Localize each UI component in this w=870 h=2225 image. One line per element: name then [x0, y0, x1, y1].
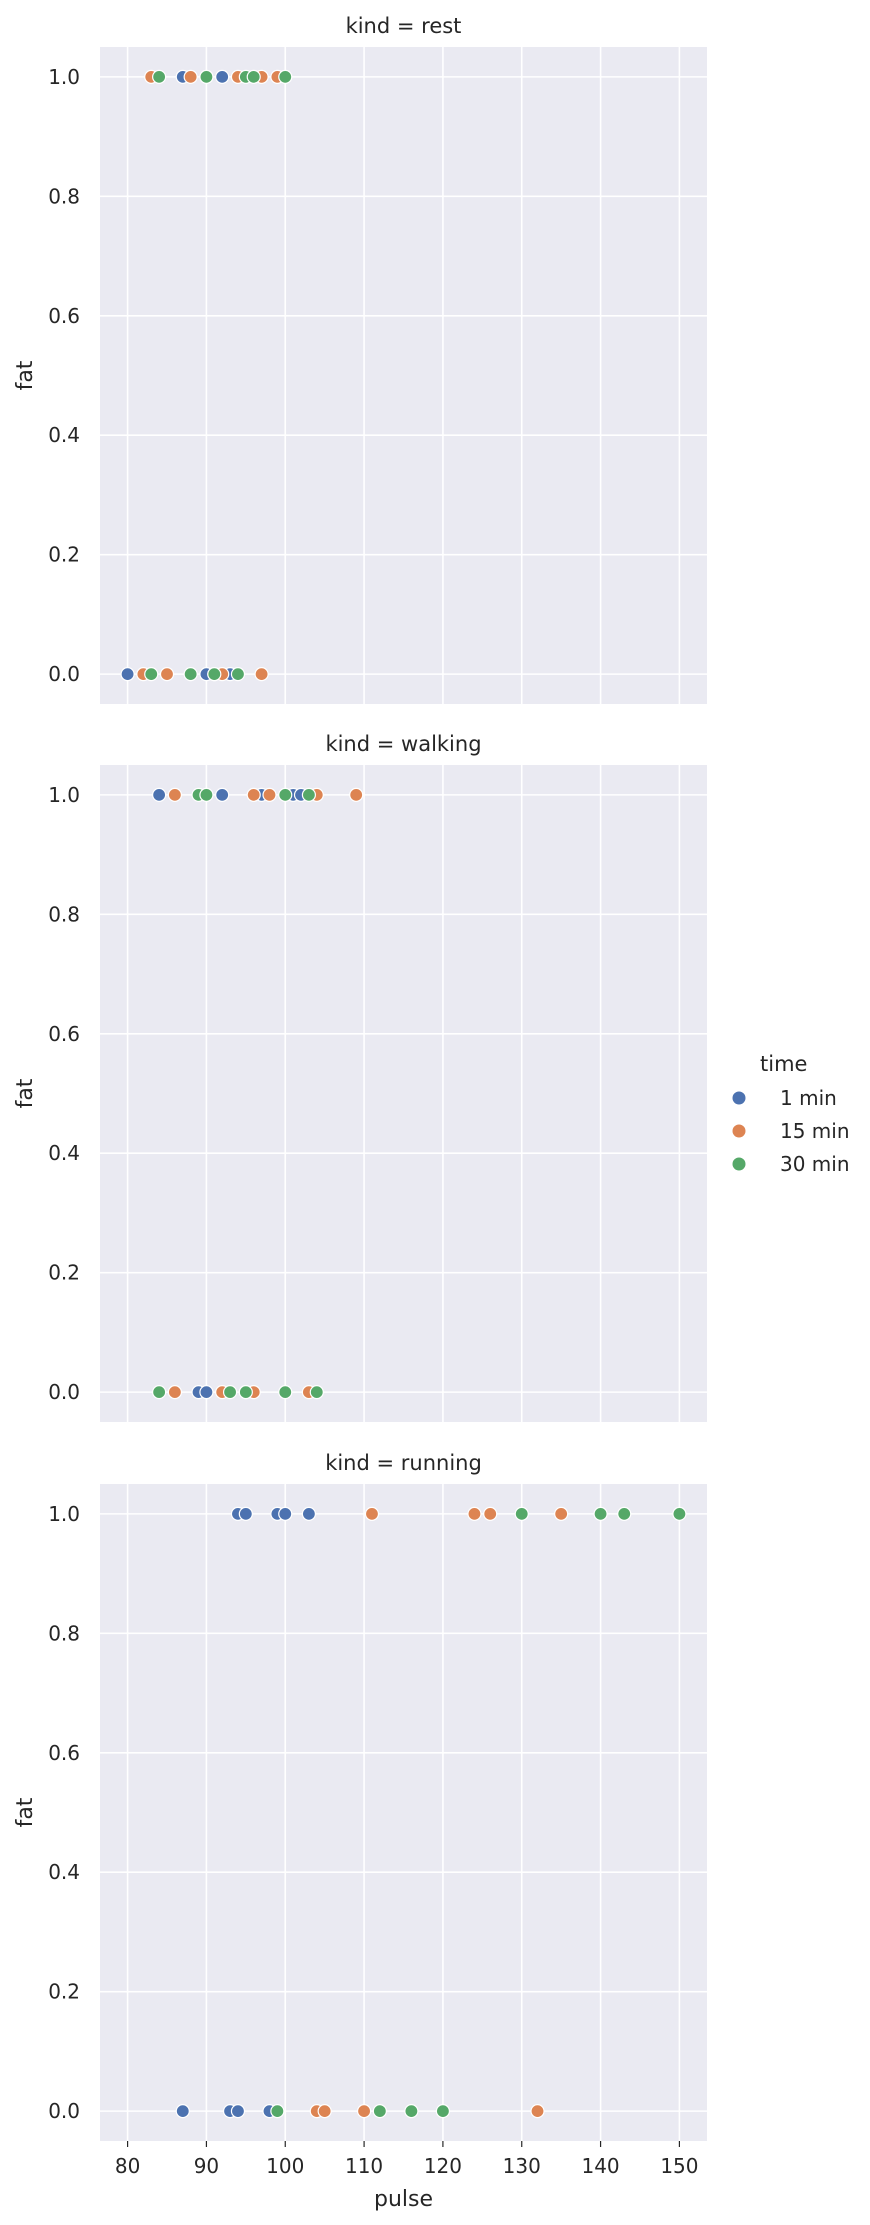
x-tick-label: 110: [345, 2154, 383, 2178]
facet-panel-2: kind = running 0.0 0.2 0.4 0.6 0.8 1.0 fat: [13, 1451, 707, 2141]
data-point: [309, 1385, 324, 1400]
data-point: [222, 1385, 238, 1400]
data-point: [404, 2104, 419, 2119]
facet-panel-0: kind = rest 0.0 0.2 0.4 0.6 0.8 1.0 fat: [13, 14, 707, 704]
data-point: [144, 667, 159, 682]
data-point: [183, 69, 198, 84]
legend: time 1 min 15 min 30 min: [731, 1052, 850, 1176]
y-tick-label: 0.0: [48, 662, 80, 686]
data-point: [215, 787, 230, 802]
legend-label: 30 min: [780, 1152, 850, 1176]
x-tick-label: 130: [503, 2154, 541, 2178]
legend-marker: [731, 1156, 747, 1172]
y-tick-label: 0.0: [48, 1380, 80, 1404]
data-point: [278, 1385, 293, 1400]
data-point: [372, 2104, 387, 2119]
x-tick-label: 140: [581, 2154, 619, 2178]
data-point: [152, 787, 167, 802]
data-point: [270, 2104, 285, 2119]
y-tick-label: 0.2: [48, 1980, 80, 2004]
data-point: [262, 787, 277, 802]
data-point: [238, 1506, 253, 1521]
data-point: [278, 1506, 293, 1521]
data-point: [230, 2104, 246, 2119]
y-tick-label: 0.4: [48, 423, 80, 447]
y-tick-label: 1.0: [48, 1502, 80, 1526]
y-axis-label: fat: [13, 1797, 38, 1827]
data-point: [199, 787, 214, 802]
legend-marker: [731, 1090, 747, 1106]
data-point: [483, 1506, 498, 1521]
data-point: [364, 1506, 380, 1521]
data-point: [254, 667, 269, 682]
data-point: [152, 1385, 167, 1400]
data-point: [530, 2104, 545, 2119]
data-point: [207, 667, 222, 682]
data-point: [356, 2104, 372, 2119]
y-tick-label: 0.8: [48, 902, 80, 926]
facet-title: kind = running: [325, 1451, 482, 1475]
data-point: [199, 1385, 214, 1400]
facet-panel-1: kind = walking 0.0 0.2 0.4 0.6 0.8 1.0 fat: [13, 732, 707, 1422]
data-point: [246, 69, 261, 84]
y-tick-label: 0.2: [48, 543, 80, 567]
y-tick-label: 0.8: [48, 1621, 80, 1645]
x-tick-label: 90: [194, 2154, 219, 2178]
data-point: [514, 1506, 529, 1521]
facet-title: kind = rest: [346, 14, 462, 38]
y-tick-label: 1.0: [48, 783, 80, 807]
plot-background: [100, 1484, 707, 2141]
data-point: [593, 1506, 608, 1521]
data-point: [317, 2104, 332, 2119]
y-tick-label: 0.0: [48, 2099, 80, 2123]
plot-background: [100, 47, 707, 704]
y-tick-label: 0.2: [48, 1261, 80, 1285]
x-tick-label: 80: [115, 2154, 140, 2178]
data-point: [230, 667, 246, 682]
data-point: [349, 787, 364, 802]
data-point: [152, 69, 167, 84]
legend-title: time: [760, 1052, 807, 1076]
data-point: [435, 2104, 451, 2119]
y-tick-label: 0.4: [48, 1141, 80, 1165]
data-point: [617, 1506, 632, 1521]
data-point: [467, 1506, 482, 1521]
data-point: [167, 787, 182, 802]
data-point: [238, 1385, 253, 1400]
plot-background: [100, 765, 707, 1422]
y-tick-label: 0.6: [48, 1741, 80, 1765]
y-axis-label: fat: [13, 1078, 38, 1108]
data-point: [120, 667, 135, 682]
x-tick-label: 150: [660, 2154, 698, 2178]
data-point: [175, 2104, 190, 2119]
data-point: [554, 1506, 569, 1521]
data-point: [301, 787, 317, 802]
data-point: [167, 1385, 182, 1400]
x-tick-label: 100: [266, 2154, 304, 2178]
y-tick-label: 1.0: [48, 65, 80, 89]
data-point: [159, 667, 175, 682]
data-point: [278, 787, 293, 802]
data-point: [301, 1506, 317, 1521]
legend-label: 15 min: [780, 1119, 850, 1143]
legend-marker: [731, 1123, 747, 1139]
x-axis-label: pulse: [374, 2187, 433, 2212]
legend-label: 1 min: [780, 1086, 837, 1110]
x-tick-label: 120: [424, 2154, 462, 2178]
data-point: [215, 69, 230, 84]
data-point: [278, 69, 293, 84]
y-axis-label: fat: [13, 360, 38, 390]
data-point: [183, 667, 198, 682]
data-point: [246, 787, 261, 802]
data-point: [672, 1506, 687, 1521]
facet-title: kind = walking: [325, 732, 481, 756]
y-tick-label: 0.8: [48, 184, 80, 208]
y-tick-label: 0.4: [48, 1860, 80, 1884]
data-point: [199, 69, 214, 84]
y-tick-label: 0.6: [48, 1022, 80, 1046]
y-tick-label: 0.6: [48, 304, 80, 328]
